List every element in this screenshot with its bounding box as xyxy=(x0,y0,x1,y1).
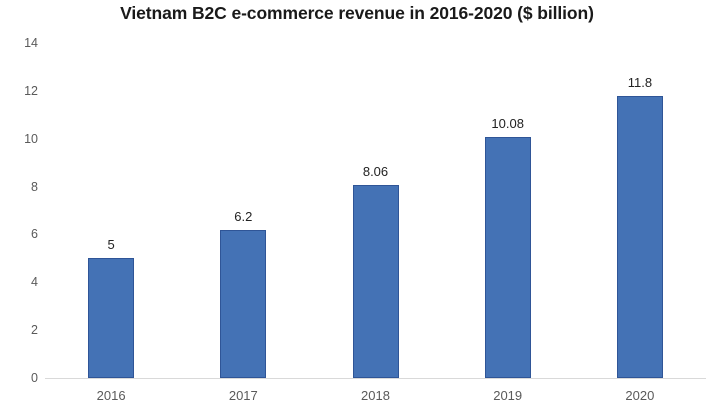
y-axis-tick-label: 0 xyxy=(31,370,38,385)
bar-value-label-2017: 6.2 xyxy=(234,208,253,224)
bar-value-label-2019: 10.08 xyxy=(491,115,524,131)
y-axis-tick-label: 8 xyxy=(31,179,38,194)
bar-2016[interactable] xyxy=(88,258,135,378)
chart-title: Vietnam B2C e-commerce revenue in 2016-2… xyxy=(120,3,594,23)
y-axis-tick-label: 14 xyxy=(24,35,38,50)
bar-2018[interactable] xyxy=(352,185,399,378)
y-axis-tick-label: 4 xyxy=(31,275,38,290)
bar-value-label-2016: 5 xyxy=(107,237,115,253)
bar-2017[interactable] xyxy=(220,229,267,378)
x-axis-tick-label-2016: 2016 xyxy=(96,388,126,403)
bar-value-label-2018: 8.06 xyxy=(362,164,389,180)
x-axis-line xyxy=(45,378,706,379)
y-axis-tick-label: 10 xyxy=(24,131,38,146)
x-axis-tick-label-2018: 2018 xyxy=(361,388,390,403)
y-axis-tick-label: 2 xyxy=(31,322,38,337)
bar-2019[interactable] xyxy=(484,136,531,378)
bar-value-label-2020: 11.8 xyxy=(627,74,653,90)
x-axis-tick-label-2017: 2017 xyxy=(228,388,258,403)
y-axis: 14 12 10 8 6 4 2 0 xyxy=(0,37,38,384)
x-axis-tick-label-2020: 2020 xyxy=(625,388,655,403)
plot-area: 5 6.2 8.06 10.08 11.8 xyxy=(45,43,706,378)
y-axis-tick-label: 12 xyxy=(24,83,38,98)
y-axis-tick-label: 6 xyxy=(31,227,38,242)
bar-2020[interactable] xyxy=(616,95,663,378)
x-axis-tick-label-2019: 2019 xyxy=(493,388,523,403)
